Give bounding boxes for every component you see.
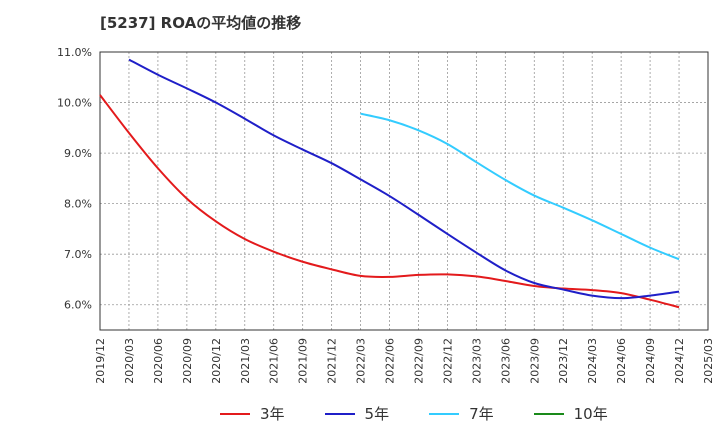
x-tick-label: 2025/03	[702, 338, 715, 384]
legend-label: 5年	[364, 405, 390, 423]
legend-item: 3年	[220, 403, 285, 424]
legend-label: 3年	[260, 405, 285, 423]
x-tick-label: 2020/06	[152, 338, 165, 384]
y-tick-label: 10.0%	[57, 97, 92, 110]
plot-frame	[99, 51, 709, 331]
legend: 3年 5年 7年 10年	[220, 403, 648, 424]
axes	[99, 51, 709, 331]
x-tick-label: 2023/12	[557, 338, 570, 384]
x-tick-label: 2019/12	[94, 338, 107, 384]
x-tick-label: 2020/03	[123, 338, 136, 384]
y-tick-label: 6.0%	[64, 299, 92, 312]
x-tick-label: 2022/06	[384, 338, 397, 384]
legend-label: 10年	[573, 405, 608, 423]
x-tick-label: 2024/03	[586, 338, 599, 384]
legend-item: 7年	[429, 403, 494, 424]
chart-title: [5237] ROAの平均値の推移	[100, 14, 302, 32]
x-tick-label: 2023/09	[528, 338, 541, 384]
legend-item: 5年	[324, 403, 390, 424]
x-tick-label: 2023/06	[499, 338, 512, 384]
y-tick-label: 7.0%	[64, 248, 92, 261]
x-tick-label: 2023/03	[470, 338, 483, 384]
series-line-3年	[99, 94, 680, 309]
x-tick-label: 2020/09	[181, 338, 194, 384]
x-tick-label: 2021/06	[268, 338, 281, 384]
x-tick-label: 2024/09	[644, 338, 657, 384]
legend-label: 7年	[469, 405, 494, 423]
series-lines	[99, 58, 680, 309]
x-tick-label: 2022/03	[355, 338, 368, 384]
legend-swatch	[324, 412, 355, 415]
series-line-5年	[128, 58, 680, 300]
y-axis-labels: 6.0% 7.0% 8.0% 9.0% 10.0% 11.0%	[57, 46, 92, 312]
x-tick-label: 2021/12	[326, 338, 339, 384]
legend-swatch	[429, 412, 460, 415]
legend-item: 10年	[533, 403, 608, 424]
x-tick-label: 2021/03	[239, 338, 252, 384]
series-line-7年	[360, 112, 680, 261]
grid-lines	[99, 51, 709, 330]
x-tick-label: 2020/12	[210, 338, 223, 384]
x-tick-label: 2022/12	[441, 338, 454, 384]
x-tick-label: 2021/09	[297, 338, 310, 384]
y-tick-label: 9.0%	[64, 147, 92, 160]
y-tick-label: 8.0%	[64, 198, 92, 211]
x-tick-label: 2024/06	[615, 338, 628, 384]
x-tick-label: 2022/09	[412, 338, 425, 384]
legend-swatch	[533, 412, 564, 415]
x-tick-label: 2024/12	[673, 338, 686, 384]
legend-swatch	[220, 412, 250, 415]
x-axis-labels: 2019/12 2020/03 2020/06 2020/09 2020/12 2021/…	[94, 338, 715, 384]
y-tick-label: 11.0%	[57, 46, 92, 59]
